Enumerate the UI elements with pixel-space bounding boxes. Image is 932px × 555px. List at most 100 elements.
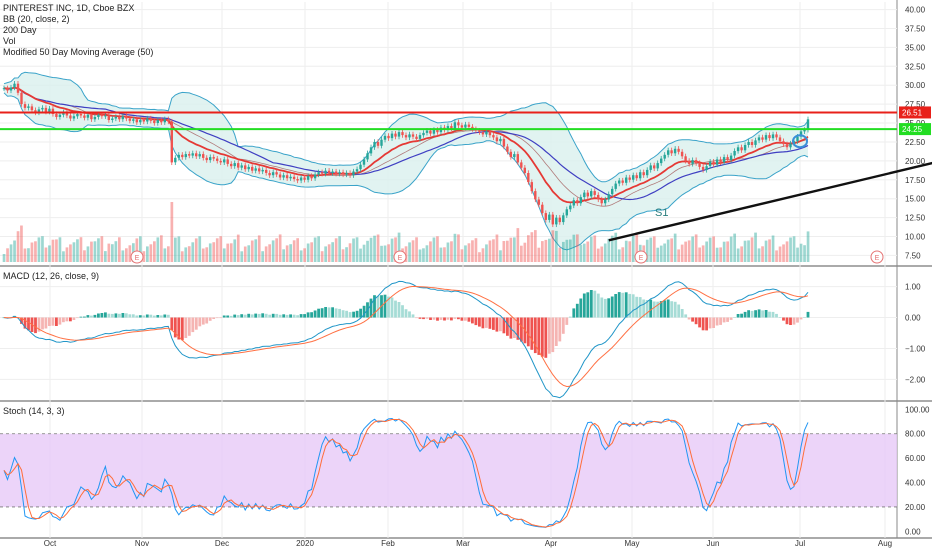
macd-histogram-bar <box>163 314 167 318</box>
candle-body <box>285 175 289 179</box>
volume-bar <box>362 244 366 262</box>
candle <box>345 170 348 178</box>
volume-bar <box>715 247 719 262</box>
macd-histogram-bar <box>166 314 170 318</box>
macd-histogram-bar <box>184 317 188 338</box>
candle <box>611 186 614 197</box>
macd-histogram-bar <box>600 297 604 318</box>
volume-bar <box>93 241 97 262</box>
candle-body <box>306 176 310 180</box>
volume-bar <box>733 233 736 262</box>
candle-body <box>520 162 523 168</box>
candle-body <box>348 173 352 176</box>
candle-body <box>569 205 572 210</box>
volume-bar <box>541 241 544 262</box>
macd-histogram-bar <box>394 300 397 318</box>
volume-bar <box>369 237 373 262</box>
candle-body <box>271 172 275 176</box>
candle <box>572 197 575 209</box>
candle <box>750 139 754 148</box>
candle <box>401 129 404 138</box>
macd-histogram-bar <box>285 314 289 318</box>
macd-histogram-bar <box>593 290 597 318</box>
macd-histogram-bar <box>100 313 104 318</box>
volume-bar <box>520 245 523 262</box>
candle-body <box>376 142 380 146</box>
volume-bar <box>306 243 310 262</box>
x-tick-label: Feb <box>381 539 395 548</box>
macd-histogram-bar <box>432 317 436 320</box>
macd-histogram-bar <box>782 317 785 321</box>
macd-histogram-bar <box>743 311 747 318</box>
volume-bar <box>582 243 586 262</box>
candle <box>111 115 114 123</box>
macd-histogram-bar <box>687 317 691 320</box>
candle <box>320 169 324 177</box>
macd-histogram-bar <box>362 305 366 318</box>
candle-body <box>258 168 261 172</box>
volume-bar <box>537 247 541 262</box>
macd-histogram-bar <box>44 317 48 329</box>
candle-body <box>198 154 201 157</box>
candle <box>694 157 698 166</box>
candle <box>118 114 121 122</box>
candle-body <box>275 172 278 175</box>
candle <box>715 156 719 168</box>
volume-bar <box>292 240 296 262</box>
macd-histogram-bar <box>261 313 265 318</box>
candle-body <box>736 147 740 152</box>
volume-bar <box>16 231 20 262</box>
candle <box>167 116 170 125</box>
volume-bar <box>23 248 27 262</box>
volume-bar <box>247 245 251 262</box>
volume-bar <box>768 239 771 262</box>
macd-histogram-bar <box>222 315 226 318</box>
macd-histogram-bar <box>124 313 128 318</box>
macd-histogram-bar <box>589 290 593 318</box>
macd-histogram-bar <box>376 295 380 318</box>
volume-bar <box>726 241 729 262</box>
candle-body <box>771 134 775 139</box>
price-tick-label: 27.50 <box>905 100 926 109</box>
volume-bar <box>317 236 320 262</box>
candle <box>244 162 247 172</box>
candle <box>639 169 642 181</box>
candle <box>635 172 638 181</box>
candle-body <box>79 114 83 116</box>
price-tick-label: 15.00 <box>905 195 926 204</box>
candle <box>359 162 362 172</box>
macd-histogram-bar <box>159 315 163 318</box>
candle-body <box>65 112 69 116</box>
volume-bar <box>551 230 555 262</box>
candle-body <box>708 161 712 167</box>
macd-histogram-bar <box>408 311 411 318</box>
volume-bar <box>523 242 527 262</box>
candle-body <box>523 167 526 173</box>
macd-histogram-bar <box>610 296 614 318</box>
volume-bar <box>44 247 48 262</box>
macd-histogram-bar <box>180 317 184 341</box>
candle <box>72 113 76 122</box>
candle <box>625 174 628 186</box>
macd-histogram-bar <box>97 313 100 318</box>
candle-body <box>544 213 547 220</box>
macd-histogram-bar <box>701 317 705 331</box>
candle <box>768 132 771 141</box>
macd-histogram-bar <box>659 301 663 318</box>
candle-body <box>712 161 715 165</box>
volume-bar <box>212 242 216 262</box>
candle <box>523 165 526 176</box>
candle <box>663 152 666 162</box>
candle-body <box>743 145 747 151</box>
candle <box>104 112 107 119</box>
macd-histogram-bar <box>474 317 478 326</box>
candle <box>352 168 355 178</box>
candle <box>230 161 233 169</box>
macd-histogram-bar <box>90 315 93 318</box>
volume-bar <box>659 245 663 262</box>
volume-bar <box>513 237 516 262</box>
candle <box>492 132 495 141</box>
candle <box>324 168 327 177</box>
macd-histogram-bar <box>69 317 72 322</box>
